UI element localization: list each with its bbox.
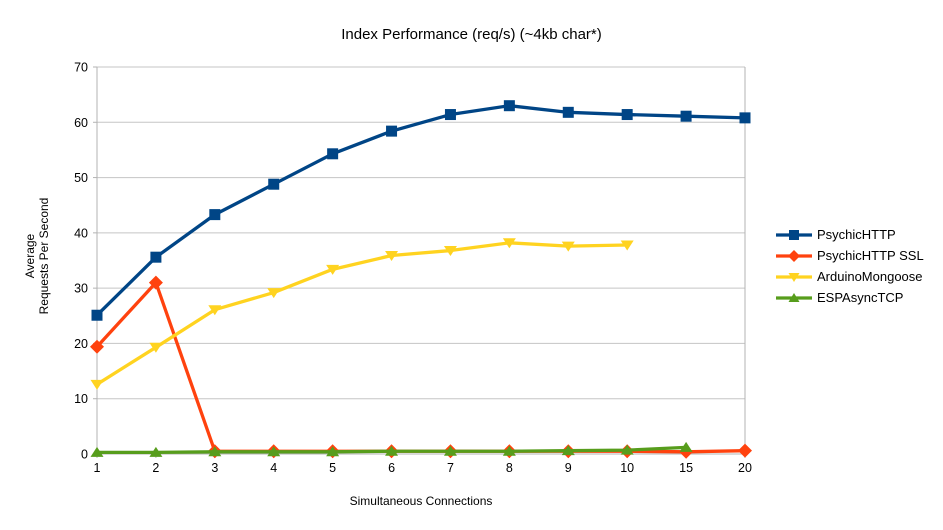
triangle-down-marker (502, 238, 516, 249)
triangle-down-marker (149, 342, 163, 353)
square-marker (789, 229, 799, 240)
series-line (95, 241, 629, 386)
x-axis-title: Simultaneous Connections (349, 494, 493, 508)
x-tick-label: 2 (152, 461, 159, 475)
y-axis-title-line2: Requests Per Second (37, 197, 51, 315)
legend-item: ESPAsyncTCP (776, 287, 924, 308)
x-tick-label: 1 (94, 461, 101, 475)
x-tick-label: 5 (329, 461, 336, 475)
square-marker (268, 178, 280, 190)
legend: PsychicHTTP PsychicHTTP SSL ArduinoMongo… (776, 224, 924, 308)
y-tick-label: 70 (74, 61, 88, 75)
triangle-up-marker (208, 446, 222, 457)
diamond-marker (738, 443, 752, 458)
y-tick-label: 0 (81, 448, 88, 462)
legend-marker-diamond-icon (776, 249, 812, 262)
y-axis-title: Average Requests Per Second (23, 198, 51, 315)
y-tick-label: 20 (74, 337, 88, 351)
x-tick-label: 6 (388, 461, 395, 475)
triangle-down-marker (443, 246, 457, 257)
triangle-down-marker (208, 305, 222, 316)
diamond-marker (788, 249, 800, 262)
series-arduinomongoose (90, 238, 634, 390)
square-marker (209, 209, 221, 221)
series-psychichttp-ssl (90, 275, 752, 459)
series-line (95, 280, 747, 454)
y-axis-title-line1: Average (23, 233, 37, 279)
triangle-up-marker (443, 445, 457, 456)
triangle-down-marker (267, 288, 281, 299)
square-marker (444, 109, 456, 121)
x-tick-label: 7 (447, 461, 454, 475)
square-marker (503, 100, 515, 112)
triangle-up-marker (620, 444, 634, 455)
legend-label: PsychicHTTP (817, 227, 896, 242)
series-espasynctcp (90, 441, 693, 457)
x-tick-label: 10 (620, 461, 634, 475)
chart-title: Index Performance (req/s) (~4kb char*) (341, 26, 602, 43)
legend-marker-square-icon (776, 229, 812, 240)
tick-labels: 0 10 20 30 40 50 60 70 1 2 3 4 5 6 7 8 9 10 15 20 (74, 61, 752, 476)
triangle-up-marker (90, 446, 104, 457)
triangle-up-marker (149, 446, 163, 457)
square-marker (621, 109, 633, 121)
y-tick-label: 50 (74, 171, 88, 185)
triangle-up-marker (788, 292, 800, 302)
axes (96, 67, 746, 458)
triangle-up-marker (679, 441, 693, 452)
square-marker (739, 112, 751, 124)
legend-label: ESPAsyncTCP (817, 290, 904, 305)
triangle-down-marker (326, 264, 340, 275)
x-tick-label: 8 (506, 461, 513, 475)
triangle-up-marker (385, 445, 399, 456)
x-tick-label: 20 (738, 461, 752, 475)
x-tick-label: 3 (211, 461, 218, 475)
y-tick-label: 30 (74, 282, 88, 296)
square-marker (386, 125, 398, 137)
triangle-down-marker (385, 251, 399, 262)
legend-item: PsychicHTTP SSL (776, 245, 924, 266)
series-line (95, 104, 747, 317)
square-marker (150, 251, 162, 263)
square-marker (680, 110, 692, 122)
x-tick-label: 15 (679, 461, 693, 475)
x-tick-label: 9 (565, 461, 572, 475)
y-tick-label: 40 (74, 226, 88, 240)
legend-label: PsychicHTTP SSL (817, 248, 924, 263)
legend-label: ArduinoMongoose (817, 269, 923, 284)
square-marker (327, 148, 339, 160)
triangle-down-marker (620, 240, 634, 251)
diamond-marker (90, 339, 104, 354)
triangle-up-marker (502, 445, 516, 456)
series-psychichttp (91, 100, 751, 321)
triangle-down-marker (90, 379, 104, 390)
y-tick-label: 10 (74, 392, 88, 406)
triangle-down-marker (788, 272, 800, 282)
x-tick-label: 4 (270, 461, 277, 475)
square-marker (562, 106, 574, 118)
square-marker (91, 309, 103, 321)
triangle-down-marker (561, 241, 575, 252)
triangle-up-marker (561, 445, 575, 456)
triangle-up-marker (326, 446, 340, 457)
legend-item: PsychicHTTP (776, 224, 924, 245)
triangle-up-marker (267, 446, 281, 457)
y-tick-label: 60 (74, 116, 88, 130)
legend-marker-triangle-down-icon (776, 272, 812, 282)
diamond-marker (148, 275, 163, 290)
legend-item: ArduinoMongoose (776, 266, 924, 287)
legend-marker-triangle-up-icon (776, 292, 812, 302)
